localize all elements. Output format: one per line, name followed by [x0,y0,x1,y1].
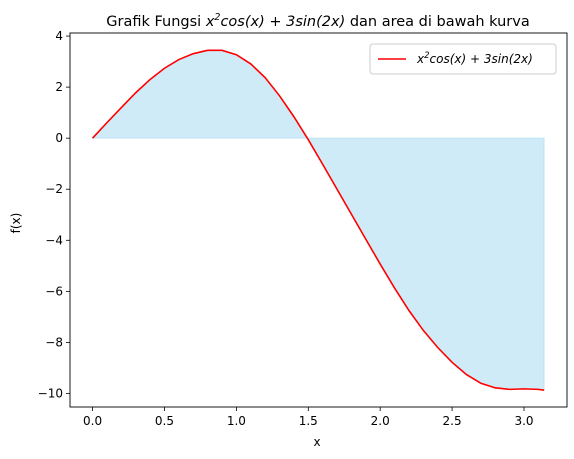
x-tick-label: 1.5 [299,414,318,428]
area-under-curve [91,49,545,391]
y-tick-label: −6 [45,284,63,298]
x-axis-label: x [313,435,320,449]
legend: x2cos(x) + 3sin(2x) [369,43,557,75]
title-formula-exp: 2 [214,12,220,23]
y-axis: 4 2 0 −2 −4 −6 −8 −10 [38,29,70,400]
chart-title: Grafik Fungsi x2cos(x) + 3sin(2x) dan ar… [106,12,529,30]
legend-formula-base: x [416,52,425,66]
y-tick-label: 0 [55,131,63,145]
series-line [91,49,545,391]
legend-formula-exp: 2 [424,51,429,61]
y-tick-label: −10 [38,386,63,400]
title-formula-rest: cos(x) + 3sin(2x) [220,14,345,30]
legend-formula-rest: cos(x) + 3sin(2x) [430,52,533,66]
y-tick-label: −2 [45,182,63,196]
y-tick-label: 2 [55,80,63,94]
y-axis-label: f(x) [9,213,23,234]
x-tick-label: 1.0 [227,414,246,428]
legend-box [369,43,557,75]
x-tick-label: 3.0 [514,414,533,428]
x-tick-label: 2.5 [443,414,462,428]
y-tick-label: −8 [45,335,63,349]
y-tick-label: 4 [55,29,63,43]
x-axis: 0.0 0.5 1.0 1.5 2.0 2.5 3.0 [83,407,534,428]
legend-label: x2cos(x) + 3sin(2x) [416,51,533,66]
title-formula-base: x [205,14,215,30]
title-suffix: dan area di bawah kurva [345,14,530,30]
axes-frame [69,32,568,408]
x-tick-label: 2.0 [371,414,390,428]
x-tick-label: 0.0 [83,414,102,428]
plot-area: 0.0 0.5 1.0 1.5 2.0 2.5 3.0 4 2 0 −2 −4 −6 −8 −10 [38,29,568,428]
x-tick-label: 0.5 [155,414,174,428]
y-tick-label: −4 [45,233,63,247]
title-prefix: Grafik Fungsi [106,14,206,30]
